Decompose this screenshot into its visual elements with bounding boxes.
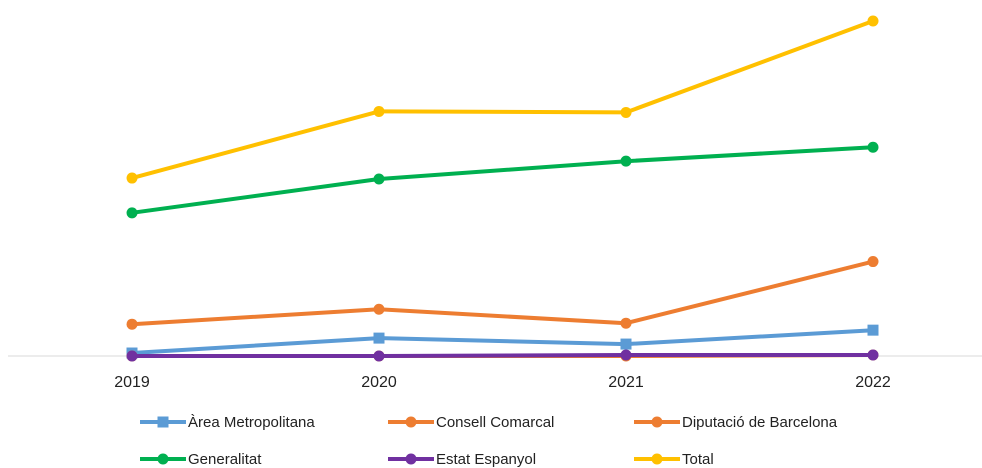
data-point-generalitat-2021 [620, 155, 632, 167]
series-line-area-metropolitana [130, 328, 875, 355]
series-line-total [130, 19, 875, 181]
x-tick-labels: 2019 2020 2021 2022 [114, 374, 891, 391]
data-point-total-2022 [867, 15, 879, 27]
legend-item-area-metropolitana: Àrea Metropolitana [140, 414, 315, 431]
series-line-consell-comarcal [130, 259, 875, 327]
data-point-generalitat-2022 [867, 141, 879, 153]
data-point-estat-espanyol-2022 [867, 349, 879, 361]
legend-marker-estat-espanyol [405, 453, 417, 465]
legend-label-estat-espanyol: Estat Espanyol [436, 451, 536, 468]
legend-item-total: Total [634, 451, 714, 468]
data-point-generalitat-2019 [126, 207, 138, 219]
x-tick-label-2019: 2019 [114, 374, 150, 391]
data-point-area-metropolitana-2020 [373, 332, 385, 344]
series-layer [126, 15, 879, 362]
legend: Àrea Metropolitana Consell Comarcal Diputa… [140, 414, 838, 468]
data-point-consell-comarcal-2019 [126, 318, 138, 330]
legend-item-diputacio-de-barcelona: Diputació de Barcelona [634, 414, 838, 431]
legend-marker-generalitat [157, 453, 169, 465]
data-point-total-2019 [126, 172, 138, 184]
series-line-generalitat [130, 145, 875, 215]
data-point-area-metropolitana-2021 [620, 338, 632, 350]
series-line-estat-espanyol [130, 353, 875, 358]
legend-label-generalitat: Generalitat [188, 451, 262, 468]
data-point-consell-comarcal-2021 [620, 317, 632, 329]
legend-marker-consell-comarcal [405, 416, 417, 428]
data-point-generalitat-2020 [373, 173, 385, 185]
legend-item-generalitat: Generalitat [140, 451, 262, 468]
data-point-estat-espanyol-2021 [620, 349, 632, 361]
legend-item-estat-espanyol: Estat Espanyol [388, 451, 536, 468]
legend-marker-diputacio-de-barcelona [651, 416, 663, 428]
data-point-estat-espanyol-2019 [126, 350, 138, 362]
series-consell-comarcal [126, 256, 879, 330]
data-point-estat-espanyol-2020 [373, 350, 385, 362]
legend-label-area-metropolitana: Àrea Metropolitana [188, 414, 315, 431]
series-generalitat [126, 141, 879, 219]
x-tick-label-2020: 2020 [361, 374, 397, 391]
x-tick-label-2021: 2021 [608, 374, 644, 391]
data-point-consell-comarcal-2020 [373, 303, 385, 315]
legend-marker-total [651, 453, 663, 465]
legend-marker-area-metropolitana [157, 416, 169, 428]
series-estat-espanyol [126, 349, 879, 362]
data-point-total-2020 [373, 105, 385, 117]
x-tick-label-2022: 2022 [855, 374, 891, 391]
legend-label-consell-comarcal: Consell Comarcal [436, 414, 554, 431]
series-total [126, 15, 879, 184]
legend-label-diputacio-de-barcelona: Diputació de Barcelona [682, 414, 838, 431]
legend-label-total: Total [682, 451, 714, 468]
legend-item-consell-comarcal: Consell Comarcal [388, 414, 554, 431]
data-point-total-2021 [620, 106, 632, 118]
data-point-consell-comarcal-2022 [867, 256, 879, 268]
data-point-area-metropolitana-2022 [867, 324, 879, 336]
